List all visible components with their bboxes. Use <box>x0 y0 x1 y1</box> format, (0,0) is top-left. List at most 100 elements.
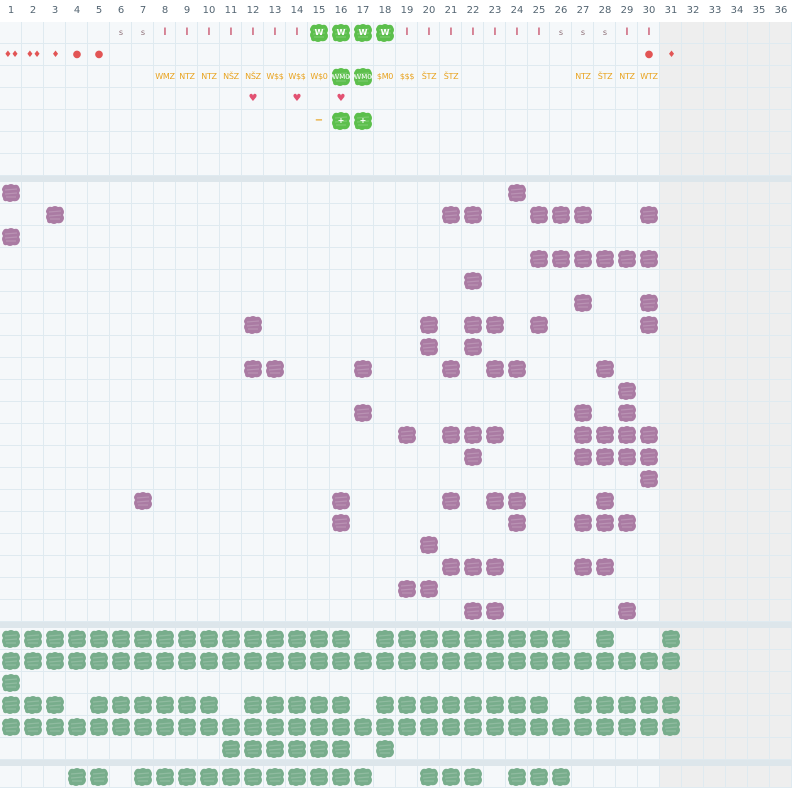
s-mark[interactable]: s <box>558 28 564 37</box>
purple-habit-tile[interactable] <box>352 402 374 424</box>
green-habit-tile[interactable] <box>374 694 396 716</box>
green-habit-tile[interactable] <box>198 716 220 738</box>
purple-habit-tile[interactable] <box>440 204 462 226</box>
purple-habit-tile[interactable] <box>638 204 660 226</box>
purple-habit-tile[interactable] <box>484 556 506 578</box>
green-habit-tile[interactable] <box>242 766 264 788</box>
green-habit-tile[interactable] <box>242 716 264 738</box>
green-habit-tile[interactable] <box>660 628 682 650</box>
green-habit-tile[interactable] <box>418 628 440 650</box>
purple-habit-tile[interactable] <box>418 578 440 600</box>
purple-habit-tile[interactable] <box>506 490 528 512</box>
green-habit-tile[interactable] <box>418 694 440 716</box>
purple-habit-tile[interactable] <box>484 424 506 446</box>
green-habit-tile[interactable] <box>0 650 22 672</box>
green-habit-tile[interactable] <box>0 672 22 694</box>
purple-habit-tile[interactable] <box>462 336 484 358</box>
code-mark[interactable]: $M0 <box>376 72 394 81</box>
green-habit-tile[interactable] <box>242 650 264 672</box>
green-habit-tile[interactable] <box>0 628 22 650</box>
l-mark[interactable]: l <box>229 27 233 38</box>
workout-badge[interactable]: W <box>352 22 374 44</box>
green-habit-tile[interactable] <box>220 628 242 650</box>
purple-habit-tile[interactable] <box>594 424 616 446</box>
purple-habit-tile[interactable] <box>418 534 440 556</box>
purple-habit-tile[interactable] <box>462 270 484 292</box>
green-habit-tile[interactable] <box>550 628 572 650</box>
green-habit-tile[interactable] <box>88 766 110 788</box>
green-habit-tile[interactable] <box>462 694 484 716</box>
green-habit-tile[interactable] <box>396 694 418 716</box>
green-habit-tile[interactable] <box>22 716 44 738</box>
purple-habit-tile[interactable] <box>484 358 506 380</box>
l-mark[interactable]: l <box>185 27 189 38</box>
green-habit-tile[interactable] <box>616 716 638 738</box>
l-mark[interactable]: l <box>163 27 167 38</box>
green-habit-tile[interactable] <box>440 694 462 716</box>
green-habit-tile[interactable] <box>88 628 110 650</box>
green-habit-tile[interactable] <box>506 650 528 672</box>
green-habit-tile[interactable] <box>44 716 66 738</box>
workout-badge[interactable]: W <box>374 22 396 44</box>
green-habit-tile[interactable] <box>506 716 528 738</box>
purple-habit-tile[interactable] <box>132 490 154 512</box>
purple-habit-tile[interactable] <box>594 556 616 578</box>
green-habit-tile[interactable] <box>88 694 110 716</box>
purple-habit-tile[interactable] <box>638 424 660 446</box>
green-habit-tile[interactable] <box>286 694 308 716</box>
green-habit-tile[interactable] <box>220 766 242 788</box>
green-habit-tile[interactable] <box>594 694 616 716</box>
green-habit-tile[interactable] <box>484 716 506 738</box>
green-habit-tile[interactable] <box>220 738 242 760</box>
green-habit-tile[interactable] <box>308 716 330 738</box>
green-habit-tile[interactable] <box>462 628 484 650</box>
code-mark[interactable]: ŠTZ <box>597 72 613 81</box>
green-habit-tile[interactable] <box>22 650 44 672</box>
plus-badge[interactable]: + <box>352 110 374 132</box>
green-habit-tile[interactable] <box>572 650 594 672</box>
green-habit-tile[interactable] <box>638 650 660 672</box>
purple-habit-tile[interactable] <box>572 512 594 534</box>
green-habit-tile[interactable] <box>572 694 594 716</box>
green-habit-tile[interactable] <box>660 694 682 716</box>
green-habit-tile[interactable] <box>264 650 286 672</box>
heart-icon[interactable]: ♥ <box>248 93 258 104</box>
purple-habit-tile[interactable] <box>44 204 66 226</box>
green-habit-tile[interactable] <box>110 650 132 672</box>
purple-habit-tile[interactable] <box>594 490 616 512</box>
green-habit-tile[interactable] <box>22 694 44 716</box>
green-habit-tile[interactable] <box>132 650 154 672</box>
purple-habit-tile[interactable] <box>242 358 264 380</box>
purple-habit-tile[interactable] <box>616 248 638 270</box>
purple-habit-tile[interactable] <box>440 556 462 578</box>
purple-habit-tile[interactable] <box>594 446 616 468</box>
s-mark[interactable]: s <box>140 28 146 37</box>
code-mark[interactable]: NŠZ <box>245 72 261 81</box>
green-habit-tile[interactable] <box>264 628 286 650</box>
code-mark[interactable]: ŠTZ <box>421 72 437 81</box>
green-habit-tile[interactable] <box>110 716 132 738</box>
green-habit-tile[interactable] <box>154 650 176 672</box>
green-habit-tile[interactable] <box>198 628 220 650</box>
green-habit-tile[interactable] <box>352 766 374 788</box>
s-mark[interactable]: s <box>602 28 608 37</box>
l-mark[interactable]: l <box>207 27 211 38</box>
green-habit-tile[interactable] <box>44 650 66 672</box>
green-habit-tile[interactable] <box>198 694 220 716</box>
purple-habit-tile[interactable] <box>638 468 660 490</box>
green-habit-tile[interactable] <box>374 628 396 650</box>
workout-badge[interactable]: W <box>308 22 330 44</box>
green-habit-tile[interactable] <box>418 766 440 788</box>
minus-mark[interactable]: − <box>314 115 324 126</box>
green-habit-tile[interactable] <box>528 766 550 788</box>
purple-habit-tile[interactable] <box>506 358 528 380</box>
green-habit-tile[interactable] <box>462 716 484 738</box>
green-habit-tile[interactable] <box>462 650 484 672</box>
green-habit-tile[interactable] <box>176 766 198 788</box>
purple-habit-tile[interactable] <box>616 446 638 468</box>
green-habit-tile[interactable] <box>0 694 22 716</box>
purple-habit-tile[interactable] <box>638 248 660 270</box>
l-mark[interactable]: l <box>449 27 453 38</box>
dot-icon[interactable]: ● <box>644 49 654 60</box>
green-habit-tile[interactable] <box>198 650 220 672</box>
